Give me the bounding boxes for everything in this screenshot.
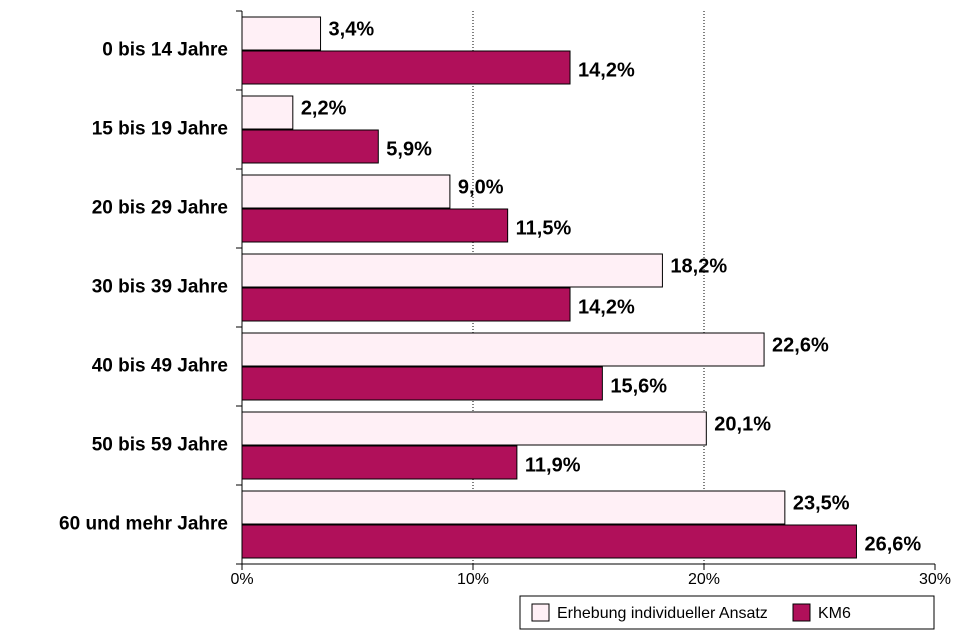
y-tick-label: 30 bis 39 Jahre: [92, 277, 228, 298]
y-tick-label: 0 bis 14 Jahre: [102, 40, 228, 61]
legend-box: [519, 595, 935, 630]
bar: [241, 445, 518, 480]
bar: [241, 490, 786, 525]
x-tick-label: 20%: [688, 571, 720, 588]
bar: [241, 332, 765, 367]
value-label: 9,0%: [458, 176, 504, 198]
value-label: 11,5%: [516, 217, 572, 239]
x-tick-label: 10%: [457, 571, 489, 588]
y-tick-label: 40 bis 49 Jahre: [92, 356, 228, 377]
x-tick-label: 0%: [230, 571, 253, 588]
bars: 3,4% 14,2% 2,2% 5,9% 9,0% 11,5% 18,2% 14,2% 22,6…: [241, 16, 921, 559]
bar: [241, 174, 451, 209]
bar: [241, 129, 379, 164]
value-label: 2,2%: [301, 97, 347, 119]
value-label: 15,6%: [610, 375, 667, 397]
legend-label: KM6: [818, 605, 851, 622]
x-tick-label: 30%: [919, 571, 951, 588]
bar: [241, 16, 322, 51]
value-label: 11,9%: [525, 454, 581, 476]
y-tick-label: 15 bis 19 Jahre: [92, 119, 228, 140]
bar: [241, 95, 294, 130]
bar: [241, 411, 707, 446]
legend-label: Erhebung individueller Ansatz: [557, 605, 768, 622]
value-label: 14,2%: [578, 59, 635, 81]
bar: [241, 524, 857, 559]
value-label: 3,4%: [329, 18, 375, 40]
value-label: 22,6%: [772, 334, 829, 356]
bar: [241, 253, 663, 288]
value-label: 14,2%: [578, 296, 635, 318]
legend-swatch: [531, 603, 550, 622]
value-label: 18,2%: [670, 255, 727, 277]
bar: [241, 50, 571, 85]
axes: 0% 10% 20% 30% 0 bis 14 Jahre 15 bis 19 Jahre…: [59, 10, 951, 588]
legend-swatch: [792, 603, 811, 622]
value-label: 20,1%: [714, 413, 771, 435]
value-label: 23,5%: [793, 492, 850, 514]
value-label: 5,9%: [386, 138, 432, 160]
bar: [241, 287, 571, 322]
legend: Erhebung individueller Ansatz KM6: [519, 595, 935, 630]
y-tick-label: 60 und mehr Jahre: [59, 514, 228, 535]
y-tick-label: 20 bis 29 Jahre: [92, 198, 228, 219]
y-tick-label: 50 bis 59 Jahre: [92, 435, 228, 456]
value-label: 26,6%: [864, 533, 921, 555]
bar: [241, 366, 603, 401]
bar: [241, 208, 509, 243]
